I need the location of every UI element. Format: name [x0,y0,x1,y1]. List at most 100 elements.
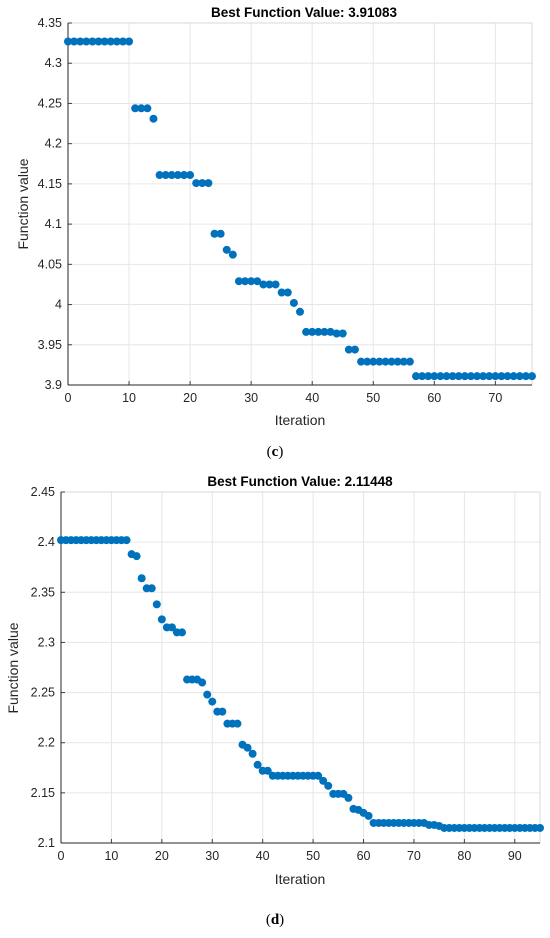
data-point [192,179,201,188]
panel-caption: (d) [266,912,284,928]
data-point [118,37,127,46]
x-tick-label: 30 [244,391,258,405]
data-point [473,372,482,381]
data-point [265,280,274,289]
data-point [216,229,225,238]
data-point [314,327,323,336]
data-point [137,574,146,583]
data-point [296,307,304,316]
x-tick-label: 70 [488,391,502,405]
y-tick-label: 2.45 [31,485,55,499]
x-tick-label: 50 [366,391,380,405]
caption-close: ) [279,912,284,928]
data-point [157,615,166,624]
y-tick-label: 2.35 [31,585,55,599]
y-tick-label: 4.1 [45,217,62,231]
data-point [430,372,439,381]
data-point [198,678,207,687]
data-point [259,280,268,289]
y-tick-label: 4.35 [38,16,62,30]
data-point [204,179,213,188]
y-axis-label: Function value [5,622,21,713]
x-tick-label: 0 [65,391,72,405]
data-point [399,357,408,366]
data-point [448,372,457,381]
x-tick-label: 90 [508,849,522,863]
data-point [167,171,176,180]
plot-frame [60,491,541,844]
data-point [173,171,182,180]
data-point [436,372,445,381]
y-tick-label: 4.25 [38,96,62,110]
data-point [94,37,103,46]
y-axis-label: Function value [15,158,31,249]
data-point [521,372,530,381]
chart-title: Best Function Value: 3.91083 [211,5,398,20]
y-tick-label: 3.95 [38,338,62,352]
data-point [405,357,414,366]
data-point [253,277,262,286]
data-point [460,372,469,381]
x-tick-label: 20 [155,849,169,863]
data-point [332,329,341,338]
data-point [228,250,237,259]
x-tick-label: 40 [256,849,270,863]
data-point [319,776,328,785]
data-point [186,171,195,180]
data-point [375,357,384,366]
data-point [381,357,390,366]
panel-caption: (c) [267,444,284,460]
data-point [466,372,475,381]
data-point [277,288,286,297]
data-point [418,372,427,381]
data-point [198,179,207,188]
y-tick-label: 2.4 [38,535,55,549]
y-tick-label: 2.1 [38,836,55,850]
data-point [137,104,146,113]
chart-panel-c: Best Function Value: 3.91083 0 10 20 30 40 50… [15,5,536,460]
data-point [125,37,134,46]
caption-letter: d [271,912,280,928]
data-point [147,584,156,593]
data-point [324,781,333,790]
data-point [70,37,79,46]
data-points [64,37,536,381]
data-point [155,171,164,180]
y-tick-label: 4.2 [45,137,62,151]
data-point [100,37,109,46]
plot-frame [67,22,533,386]
data-point [132,552,141,561]
data-point [320,327,329,336]
chart-title: Best Function Value: 2.11448 [207,474,393,489]
tick-layer: 0 10 20 30 40 50 60 70 80 90 2.1 2.15 2.2 2.25 2.3 2.35… [31,485,540,863]
data-point [497,372,506,381]
data-point [218,707,227,716]
y-tick-label: 4.05 [38,257,62,271]
data-point [82,37,91,46]
data-point [64,37,72,46]
data-point [363,357,372,366]
grid-layer [60,491,540,844]
caption-open: ( [266,912,271,928]
x-tick-label: 10 [104,849,118,863]
data-point [479,372,488,381]
data-point [203,690,212,699]
x-tick-label: 80 [457,849,471,863]
data-point [167,623,176,632]
chart-panel-d: Best Function Value: 2.11448 0 10 20 30 40 50… [5,474,544,928]
grid-layer [67,22,532,386]
y-tick-label: 2.15 [31,786,55,800]
data-point [283,288,292,297]
x-tick-label: 30 [205,849,219,863]
data-point [302,327,311,336]
tick-layer: 0 10 20 30 40 50 60 70 3.9 3.95 4 4.05 4.1 4.15 4.2 4.2… [38,16,532,405]
y-tick-label: 4 [55,298,62,312]
data-point [442,372,451,381]
data-point [152,600,161,609]
x-tick-label: 50 [306,849,320,863]
data-point [88,37,97,46]
data-point [308,327,317,336]
data-point [528,372,536,381]
data-points [57,536,544,832]
data-point [326,327,335,336]
